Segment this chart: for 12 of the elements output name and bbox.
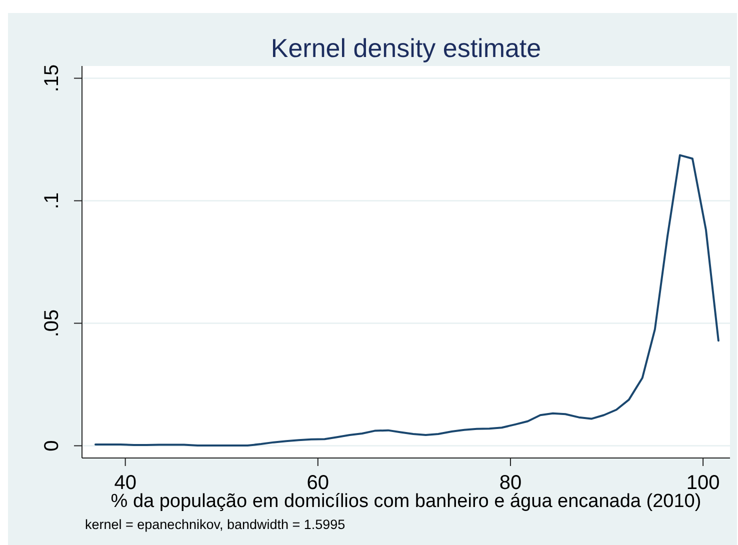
x-tick-label: 100 [686, 472, 720, 494]
x-tick-label: 80 [499, 472, 522, 494]
y-tick-label: 0 [41, 440, 63, 452]
y-tick-label: .05 [41, 309, 63, 338]
text: kernel = epanechnikov, bandwidth = 1.5995 [85, 517, 346, 532]
x-tick-label: 60 [306, 472, 330, 494]
chart-title: Kernel density estimate [270, 33, 542, 63]
x-tick-label: 40 [114, 472, 136, 494]
y-tick-label: .1 [41, 192, 63, 210]
y-tick-label: .15 [41, 64, 63, 92]
x-axis-title: % da população em domicílios com banheiro e água encanada (2010) [110, 491, 702, 512]
line-series [94, 154, 720, 447]
